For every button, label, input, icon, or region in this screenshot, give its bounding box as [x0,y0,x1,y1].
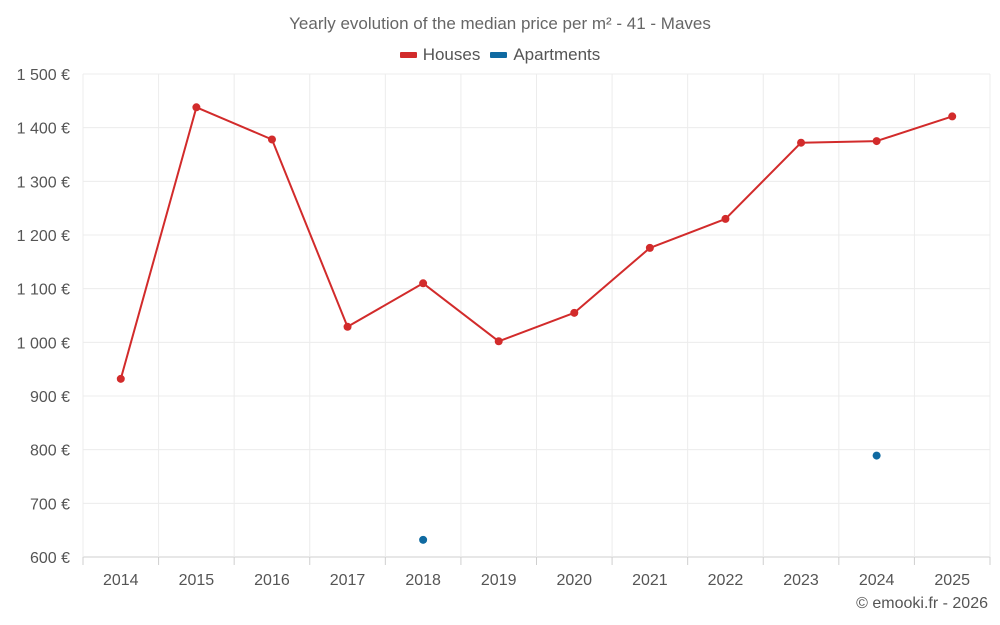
data-point-houses [797,138,806,147]
credit: © emooki.fr - 2026 [856,595,988,612]
y-tick-label: 900 € [30,389,70,406]
x-tick-label: 2020 [556,572,592,589]
x-tick-label: 2019 [481,572,517,589]
data-point-houses [267,135,276,144]
x-tick-label: 2014 [103,572,139,589]
x-tick-label: 2021 [632,572,668,589]
data-point-houses [872,137,881,146]
legend-swatch-apartments [490,52,508,58]
y-tick-label: 1 300 € [17,174,70,191]
legend-label-houses: Houses [422,45,481,64]
x-tick-label: 2025 [934,572,970,589]
data-point-apartments [872,451,881,460]
y-tick-label: 1 200 € [17,228,70,245]
y-tick-label: 800 € [30,443,70,460]
data-point-houses [192,103,201,112]
data-point-houses [419,279,428,288]
x-tick-label: 2018 [405,572,441,589]
legend: Houses Apartments [0,45,1000,65]
data-point-houses [494,337,503,346]
x-tick-label: 2015 [179,572,215,589]
y-tick-label: 700 € [30,496,70,513]
data-point-houses [645,243,654,252]
x-tick-label: 2024 [859,572,895,589]
y-tick-label: 1 500 € [17,67,70,84]
x-tick-label: 2022 [708,572,744,589]
data-point-houses [948,112,957,121]
data-point-houses [721,214,730,223]
data-point-houses [343,322,352,331]
series-line-houses [119,106,953,380]
x-tick-label: 2023 [783,572,819,589]
legend-label-apartments: Apartments [513,45,601,64]
data-point-houses [116,374,125,383]
y-tick-label: 600 € [30,550,70,567]
x-tick-label: 2016 [254,572,290,589]
chart-title: Yearly evolution of the median price per… [289,14,711,33]
legend-swatch-houses [399,52,417,58]
data-point-apartments [419,535,428,544]
y-tick-label: 1 400 € [17,121,70,138]
legend-item-apartments[interactable]: Apartments [490,45,600,65]
y-tick-label: 1 100 € [17,282,70,299]
y-tick-label: 1 000 € [17,335,70,352]
legend-item-houses[interactable]: Houses [399,45,481,65]
data-point-houses [570,308,579,317]
x-tick-label: 2017 [330,572,366,589]
